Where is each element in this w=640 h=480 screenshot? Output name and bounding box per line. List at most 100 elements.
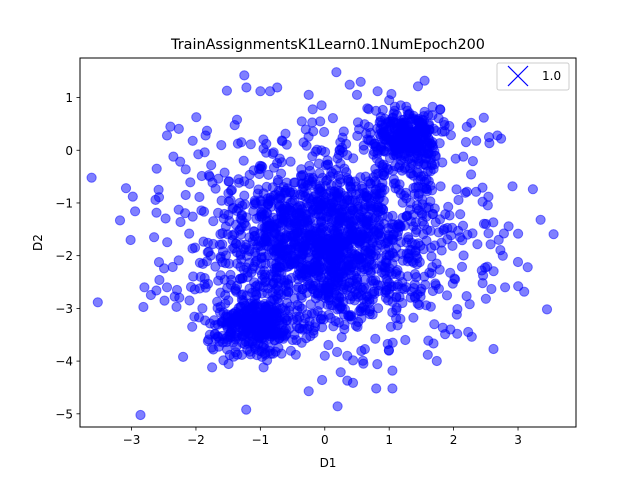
data-point: [383, 345, 394, 356]
data-point: [387, 383, 398, 394]
data-point: [363, 201, 374, 212]
data-point: [336, 280, 347, 291]
data-point: [375, 280, 386, 291]
data-point: [321, 242, 332, 253]
data-point: [342, 375, 353, 386]
data-point: [332, 346, 343, 358]
data-point: [427, 262, 438, 273]
data-point: [212, 319, 223, 330]
data-point: [244, 312, 255, 323]
data-point: [235, 261, 246, 272]
data-point: [337, 271, 348, 283]
data-point: [292, 270, 303, 281]
data-point: [441, 290, 453, 301]
data-point: [464, 299, 475, 310]
data-point: [483, 132, 495, 143]
data-point: [268, 212, 279, 223]
data-point: [151, 207, 162, 218]
data-point: [259, 272, 270, 283]
data-point: [400, 334, 411, 346]
data-point: [180, 189, 191, 201]
data-point: [187, 135, 198, 146]
data-point: [194, 191, 205, 203]
data-point: [368, 172, 379, 183]
x-axis-ticks: −3 −2 −1 0 1 2 3: [123, 427, 522, 447]
data-point: [185, 177, 196, 188]
data-point: [411, 259, 422, 270]
data-point: [153, 184, 164, 195]
legend-entry-label: 1.0: [542, 69, 561, 83]
data-point: [345, 181, 356, 192]
data-point: [374, 235, 385, 246]
data-point: [359, 344, 370, 355]
data-point: [232, 138, 243, 149]
data-point: [286, 205, 297, 217]
data-point: [354, 254, 365, 265]
data-point: [312, 238, 323, 249]
data-point: [180, 208, 191, 219]
data-points: [86, 67, 559, 421]
data-point: [326, 217, 337, 228]
data-point: [384, 95, 395, 106]
data-point: [435, 181, 446, 192]
data-point: [250, 299, 261, 310]
data-point: [372, 359, 383, 370]
data-point: [548, 229, 559, 240]
data-point: [421, 174, 432, 185]
data-point: [125, 234, 136, 246]
data-point: [234, 197, 245, 209]
data-point: [301, 140, 312, 151]
x-axis-label: D1: [320, 456, 337, 470]
data-point: [277, 317, 288, 328]
data-point: [339, 163, 350, 174]
data-point: [395, 118, 407, 129]
data-point: [114, 215, 126, 226]
data-point: [188, 271, 199, 282]
data-point: [343, 218, 354, 229]
data-point: [485, 239, 496, 250]
data-point: [425, 301, 436, 312]
data-point: [467, 228, 478, 239]
data-point: [482, 200, 493, 211]
data-point: [296, 116, 307, 127]
data-point: [308, 126, 319, 137]
data-point: [219, 208, 230, 220]
data-point: [174, 292, 185, 303]
legend: 1.0: [496, 62, 570, 91]
data-point: [500, 282, 511, 293]
data-point: [290, 177, 301, 188]
y-tick-label: 0: [65, 144, 73, 158]
data-point: [220, 221, 231, 232]
data-point: [262, 198, 274, 209]
data-point: [341, 256, 353, 267]
data-point: [217, 239, 228, 250]
legend-box: [496, 62, 570, 91]
data-point: [313, 271, 324, 282]
data-point: [162, 237, 173, 248]
data-point: [294, 311, 305, 322]
data-point: [342, 241, 354, 252]
data-point: [313, 158, 324, 169]
data-point: [277, 302, 288, 314]
data-point: [366, 259, 377, 270]
data-point: [233, 308, 244, 319]
data-point: [238, 155, 249, 166]
data-point: [310, 179, 322, 190]
data-point: [371, 383, 382, 394]
data-point: [365, 242, 376, 253]
data-point: [279, 201, 290, 212]
data-point: [238, 244, 249, 255]
data-point: [460, 187, 471, 198]
data-point: [161, 282, 173, 293]
x-tick-label: −1: [252, 433, 270, 447]
data-point: [304, 220, 315, 231]
data-point: [344, 79, 355, 90]
data-point: [264, 86, 276, 97]
data-point: [394, 179, 405, 190]
data-point: [229, 120, 240, 131]
x-tick-label: 3: [514, 433, 522, 447]
data-point: [138, 301, 149, 313]
data-point: [263, 314, 274, 325]
data-point: [255, 163, 266, 174]
data-point: [385, 321, 396, 332]
